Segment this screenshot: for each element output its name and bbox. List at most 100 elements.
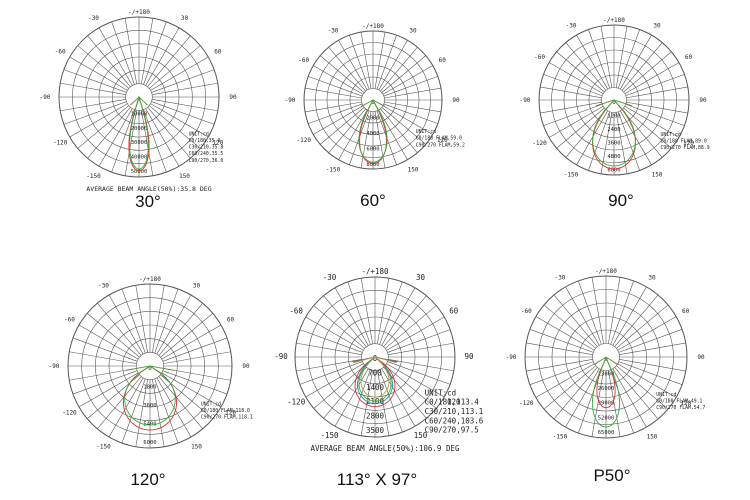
grid-spoke xyxy=(608,277,621,344)
angle-label: 90 xyxy=(452,97,460,104)
angle-label: -90 xyxy=(285,97,296,104)
angle-label: 90 xyxy=(699,97,707,104)
grid-spoke xyxy=(108,294,144,355)
grid-spoke xyxy=(151,69,215,93)
radial-label: 20000 xyxy=(131,126,148,132)
angle-label: 90 xyxy=(242,363,250,370)
radial-label: 5400 xyxy=(143,421,156,427)
average-beam-angle: AVERAGE BEAM ANGLE(50%):106.9 DEG xyxy=(310,444,459,453)
grid-spoke xyxy=(308,76,363,97)
radial-label: 40000 xyxy=(131,155,148,161)
angle-label: -/+180 xyxy=(361,267,389,276)
angle-label: -30 xyxy=(98,282,109,289)
angle-label: -90 xyxy=(40,94,51,101)
grid-spoke xyxy=(614,294,659,347)
grid-spoke xyxy=(141,110,154,176)
unit-label: UNIT:cd xyxy=(661,132,681,138)
beam-curve xyxy=(354,356,396,408)
polar-diagram: -/+180 150 -150 120 -120 90 -90 60 -60 30 -30 0 700 1… xyxy=(274,267,484,453)
grid-spoke xyxy=(87,107,131,159)
unit-label: UNIT:cd xyxy=(201,401,221,407)
grid-spoke xyxy=(145,27,180,86)
grid-spoke xyxy=(97,302,142,356)
grid-spoke xyxy=(308,103,363,124)
grid-spoke xyxy=(111,109,135,173)
grid-spoke xyxy=(158,376,203,430)
grid-spoke xyxy=(296,359,362,372)
polar-diagram: -/+180 150 -150 120 -120 90 -90 60 -60 30 -30 0 1000… xyxy=(40,9,237,193)
beam-caption: 90° xyxy=(608,191,634,210)
radial-label: 4000 xyxy=(366,131,379,137)
grid-spoke xyxy=(319,55,365,93)
grid-spoke xyxy=(147,107,191,159)
angle-label: 150 xyxy=(647,434,658,441)
grid-spoke xyxy=(69,56,128,91)
grid-spoke xyxy=(313,305,365,349)
angle-label: -120 xyxy=(532,140,547,147)
grid-spoke xyxy=(78,372,139,408)
angle-label: 30 xyxy=(653,23,661,30)
angle-label: -30 xyxy=(328,28,339,35)
grid-spoke xyxy=(374,31,386,89)
grid-spoke xyxy=(382,65,433,95)
grid-spoke xyxy=(147,35,191,87)
grid-spoke xyxy=(529,361,594,385)
grid-spoke xyxy=(63,101,127,125)
radial-label: 3600 xyxy=(143,403,156,409)
grid-spoke xyxy=(615,26,628,88)
grid-spoke xyxy=(553,367,598,420)
grid-spoke xyxy=(124,18,137,84)
legend-entry: C60/240,35.5 xyxy=(189,151,224,157)
angle-label: 60 xyxy=(214,49,222,56)
grid-spoke xyxy=(626,86,688,99)
angle-label: -150 xyxy=(564,171,579,178)
radial-label: 1800 xyxy=(143,384,156,390)
angle-label: 60 xyxy=(439,57,447,64)
grid-spoke xyxy=(97,376,142,430)
legend-entry: C90/270,97.5 xyxy=(425,426,479,435)
beam-caption: 113° X 97° xyxy=(337,470,417,489)
grid-spoke xyxy=(360,370,373,436)
angle-label: 150 xyxy=(191,444,202,451)
beam-curve xyxy=(592,99,636,167)
grid-spoke xyxy=(616,365,669,410)
grid-spoke xyxy=(612,368,647,428)
angle-label: -60 xyxy=(55,49,66,56)
grid-spoke xyxy=(543,304,596,349)
grid-spoke xyxy=(535,316,595,351)
legend-entry: C30/210,35.8 xyxy=(189,145,224,151)
grid-spoke xyxy=(121,288,146,354)
grid-spoke xyxy=(338,109,368,160)
radial-label: 1400 xyxy=(366,383,385,392)
radial-label: 13000 xyxy=(598,372,615,378)
grid-spoke xyxy=(619,34,652,90)
grid-spoke xyxy=(149,45,201,89)
grid-spoke xyxy=(565,368,600,428)
grid-spoke xyxy=(69,103,128,138)
beam-caption: 120° xyxy=(130,470,165,489)
grid-spoke xyxy=(624,62,680,95)
angle-label: -150 xyxy=(96,444,111,451)
grid-spoke xyxy=(145,108,180,167)
grid-spoke xyxy=(382,105,433,135)
angle-label: -/+180 xyxy=(362,23,384,30)
grid-spoke xyxy=(381,287,416,346)
beam-curve xyxy=(124,365,176,426)
grid-spoke xyxy=(385,305,437,349)
beam-caption: P50° xyxy=(593,466,630,485)
grid-spoke xyxy=(87,35,131,87)
beam-curve xyxy=(359,99,387,164)
angle-label: 30 xyxy=(181,15,189,22)
grid-spoke xyxy=(162,370,228,395)
grid-spoke xyxy=(313,365,365,409)
radial-label: 0 xyxy=(612,100,615,106)
beam-edge xyxy=(613,99,633,106)
legend-entry: C0/180 FLAM,59.0 xyxy=(416,136,462,142)
grid-spoke xyxy=(543,74,603,97)
grid-spoke xyxy=(60,82,126,95)
grid-spoke xyxy=(380,46,418,92)
grid-spoke xyxy=(625,74,685,97)
legend-entry: C0/180 FLAM,89.0 xyxy=(661,139,707,145)
grid-spoke xyxy=(304,87,362,99)
